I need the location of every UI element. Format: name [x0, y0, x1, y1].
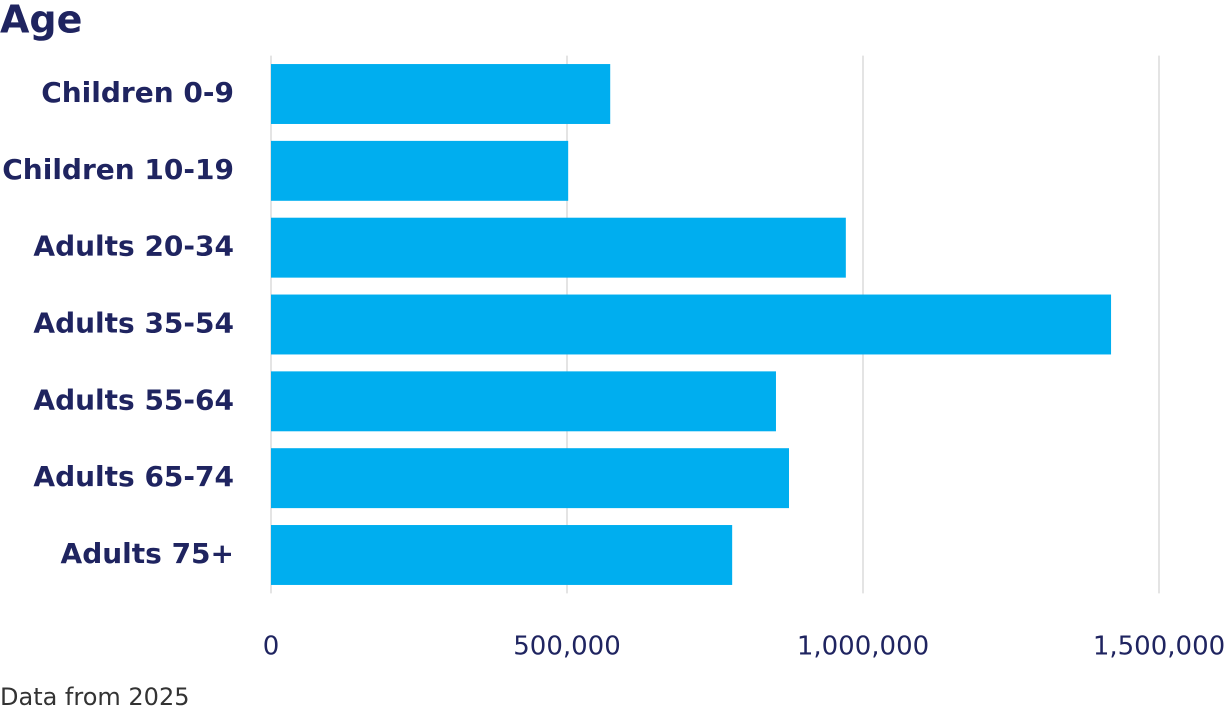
y-tick-label: Adults 75+ — [61, 537, 234, 570]
bar — [271, 64, 611, 124]
bar — [271, 294, 1112, 355]
y-tick-label: Adults 55-64 — [33, 383, 234, 416]
bar — [271, 217, 846, 278]
y-tick-label: Adults 65-74 — [33, 460, 234, 493]
y-tick-label: Children 0-9 — [41, 76, 234, 109]
source-note: Data from 2025 — [0, 683, 190, 711]
chart-title: Age — [0, 0, 82, 42]
y-tick-label: Adults 35-54 — [33, 307, 234, 340]
bar — [271, 371, 776, 432]
x-tick-label: 500,000 — [513, 632, 621, 662]
x-tick-label: 1,000,000 — [797, 632, 929, 662]
bar — [271, 525, 733, 585]
y-tick-label: Children 10-19 — [2, 153, 234, 186]
x-tick-label: 0 — [263, 632, 280, 662]
x-tick-label: 1,500,000 — [1093, 632, 1225, 662]
bar — [271, 448, 789, 509]
bar — [271, 140, 569, 201]
y-tick-label: Adults 20-34 — [33, 230, 234, 263]
